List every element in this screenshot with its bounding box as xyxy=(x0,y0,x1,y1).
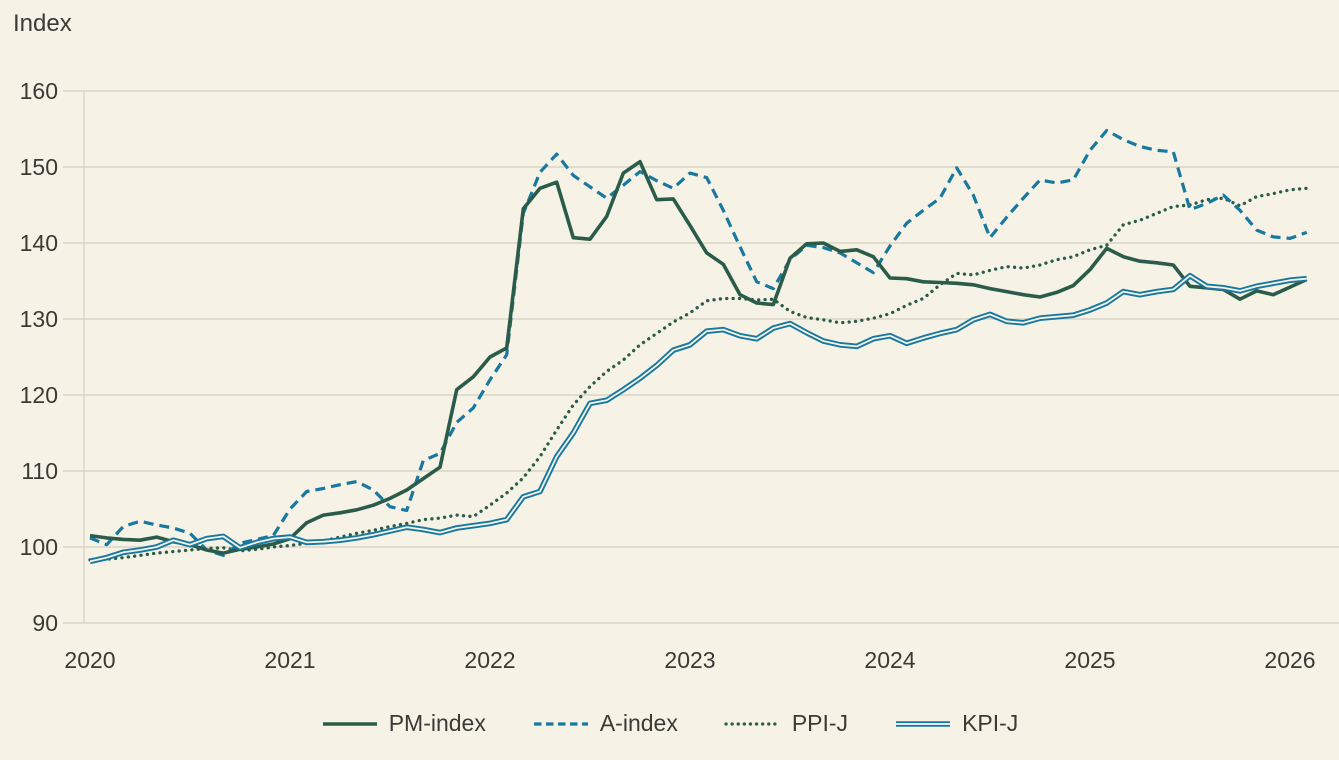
ppi-j-line xyxy=(88,186,1309,562)
legend-label-a-index: A-index xyxy=(599,710,678,736)
kpi-j-line-center xyxy=(89,274,1307,563)
pm-index-line-swatch xyxy=(322,721,377,726)
a-index-line xyxy=(89,128,1308,558)
y-axis-title: Index xyxy=(13,10,72,37)
y-tick-label: 90 xyxy=(32,610,58,636)
legend-item-ppi-j: PPI-J xyxy=(724,710,848,737)
y-tick-label: 110 xyxy=(21,458,58,484)
chart-legend: PM-index A-index PPI-J KPI-J xyxy=(0,710,1339,737)
x-tick-label: 2025 xyxy=(1064,647,1115,673)
legend-item-a-index: A-index xyxy=(532,710,678,737)
legend-label-ppi-j: PPI-J xyxy=(791,710,849,736)
pm-index-line xyxy=(89,159,1308,555)
legend-item-pm-index: PM-index xyxy=(321,710,486,737)
kpi-j-line-swatch xyxy=(896,720,951,727)
y-tick-label: 100 xyxy=(20,534,58,560)
x-tick-label: 2020 xyxy=(64,647,115,673)
x-tick-label: 2021 xyxy=(264,647,315,673)
x-tick-label: 2024 xyxy=(864,647,915,673)
y-tick-label: 130 xyxy=(20,306,58,332)
x-tick-label: 2022 xyxy=(464,647,515,673)
legend-item-kpi-j: KPI-J xyxy=(894,710,1018,737)
a-index-line-swatch xyxy=(533,721,588,726)
y-tick-label: 160 xyxy=(20,78,58,104)
x-tick-label: 2026 xyxy=(1264,647,1315,673)
legend-label-pm-index: PM-index xyxy=(388,710,486,736)
ppi-j-line-swatch xyxy=(724,721,782,726)
legend-label-kpi-j: KPI-J xyxy=(962,710,1019,736)
y-tick-label: 140 xyxy=(20,230,58,256)
y-tick-label: 120 xyxy=(20,382,58,408)
y-tick-label: 150 xyxy=(20,154,58,180)
x-tick-label: 2023 xyxy=(664,647,715,673)
